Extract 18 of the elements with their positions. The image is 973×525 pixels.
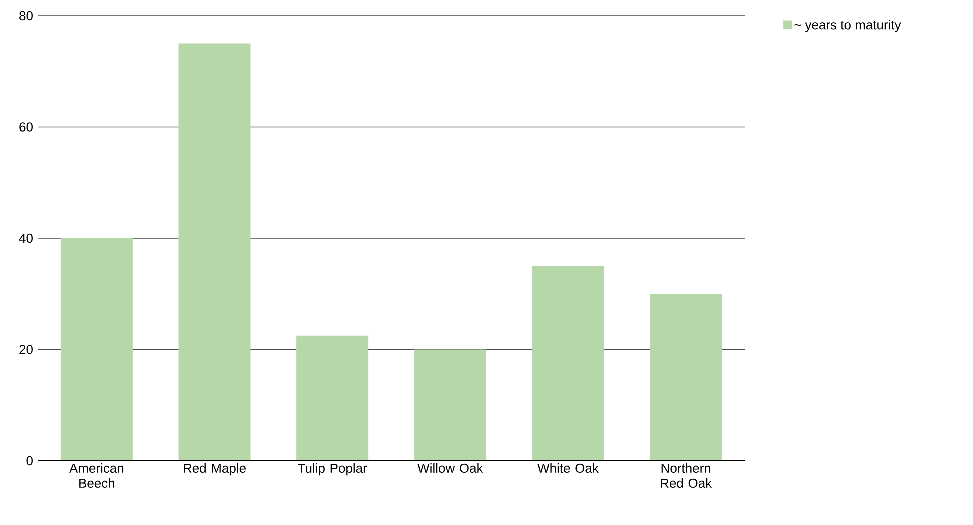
bar xyxy=(178,44,251,461)
y-tick-label: 60 xyxy=(20,122,33,132)
bar xyxy=(532,266,604,461)
x-tick-label: American Beech xyxy=(70,464,124,488)
y-tick-label: 40 xyxy=(19,234,33,244)
y-tick-label: 20 xyxy=(20,345,33,354)
legend-label: ~ years to maturity xyxy=(794,20,902,32)
x-tick-label: Willow Oak xyxy=(418,464,484,474)
bar xyxy=(296,336,369,461)
x-tick-label: White Oak xyxy=(538,464,599,474)
x-tick-label: Red Maple xyxy=(184,464,246,476)
bar xyxy=(650,294,722,461)
bar xyxy=(414,350,486,461)
x-tick-label: Northern Red Oak xyxy=(661,464,712,488)
x-tick-label: Tulip Poplar xyxy=(298,464,368,476)
y-tick-label: 0 xyxy=(26,456,33,466)
bar xyxy=(60,238,133,461)
y-tick-label: 80 xyxy=(20,11,33,21)
